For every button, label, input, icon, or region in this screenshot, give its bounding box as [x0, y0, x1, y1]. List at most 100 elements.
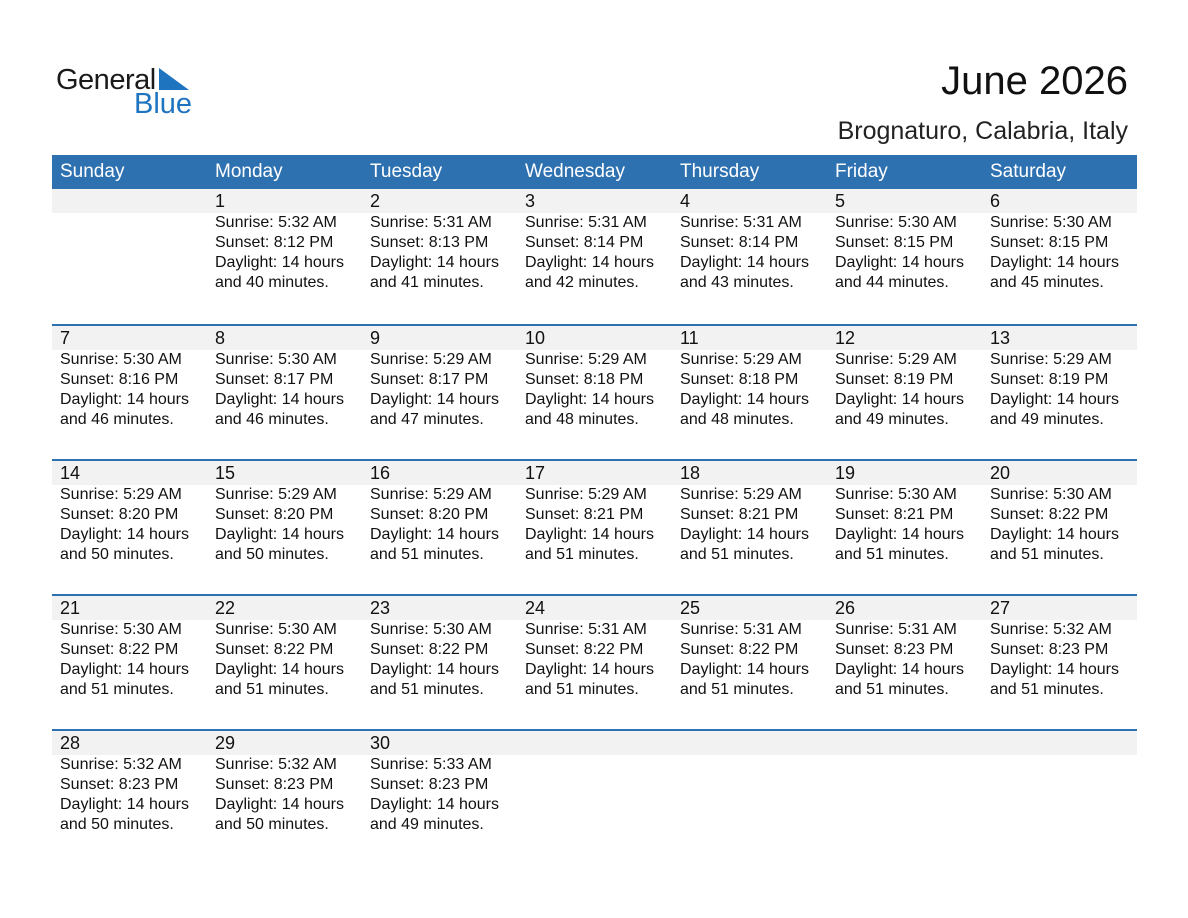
- weekday-friday: Friday: [835, 161, 888, 182]
- sunrise-text: Sunrise: 5:30 AM: [990, 486, 1112, 503]
- sunset-text: Sunset: 8:22 PM: [680, 641, 799, 658]
- date-band: [52, 189, 1137, 213]
- minutes-text: and 51 minutes.: [990, 546, 1104, 563]
- minutes-text: and 49 minutes.: [990, 411, 1104, 428]
- sunset-text: Sunset: 8:17 PM: [215, 371, 334, 388]
- day-cell: 4 Sunrise: 5:31 AM Sunset: 8:14 PM Daylight…: [672, 189, 827, 293]
- daylight-text: Daylight: 14 hours: [990, 661, 1119, 678]
- sunrise-text: Sunrise: 5:31 AM: [525, 621, 647, 638]
- day-cell: 5 Sunrise: 5:30 AM Sunset: 8:15 PM Daylight…: [827, 189, 982, 293]
- sunset-text: Sunset: 8:13 PM: [370, 234, 489, 251]
- sunrise-text: Sunrise: 5:29 AM: [680, 351, 802, 368]
- empty-cell: [982, 731, 1137, 835]
- minutes-text: and 49 minutes.: [835, 411, 949, 428]
- sunset-text: Sunset: 8:23 PM: [215, 776, 334, 793]
- day-cell: 29 Sunrise: 5:32 AM Sunset: 8:23 PM Dayligh…: [207, 731, 362, 835]
- daylight-text: Daylight: 14 hours: [370, 661, 499, 678]
- day-cell: 9 Sunrise: 5:29 AM Sunset: 8:17 PM Daylight…: [362, 326, 517, 430]
- day-cell: 11 Sunrise: 5:29 AM Sunset: 8:18 PM Dayligh…: [672, 326, 827, 430]
- minutes-text: and 48 minutes.: [525, 411, 639, 428]
- minutes-text: and 50 minutes.: [215, 816, 329, 833]
- day-number: 14: [60, 463, 81, 483]
- day-number: 27: [990, 598, 1011, 618]
- minutes-text: and 51 minutes.: [680, 681, 794, 698]
- day-number: 18: [680, 463, 701, 483]
- sunset-text: Sunset: 8:20 PM: [215, 506, 334, 523]
- minutes-text: and 51 minutes.: [370, 546, 484, 563]
- logo-text-general: General: [56, 64, 156, 96]
- sunset-text: Sunset: 8:23 PM: [990, 641, 1109, 658]
- sunset-text: Sunset: 8:15 PM: [835, 234, 954, 251]
- sunset-text: Sunset: 8:12 PM: [215, 234, 334, 251]
- sunset-text: Sunset: 8:22 PM: [370, 641, 489, 658]
- date-band: [52, 731, 1137, 755]
- minutes-text: and 50 minutes.: [60, 546, 174, 563]
- sunset-text: Sunset: 8:20 PM: [370, 506, 489, 523]
- sunrise-text: Sunrise: 5:29 AM: [60, 486, 182, 503]
- sunrise-text: Sunrise: 5:32 AM: [60, 756, 182, 773]
- daylight-text: Daylight: 14 hours: [990, 391, 1119, 408]
- day-number: 19: [835, 463, 856, 483]
- daylight-text: Daylight: 14 hours: [835, 526, 964, 543]
- sunset-text: Sunset: 8:23 PM: [835, 641, 954, 658]
- sunrise-text: Sunrise: 5:32 AM: [215, 214, 337, 231]
- sunrise-text: Sunrise: 5:29 AM: [525, 486, 647, 503]
- minutes-text: and 51 minutes.: [835, 681, 949, 698]
- weekday-wednesday: Wednesday: [525, 161, 625, 182]
- empty-cell: [517, 731, 672, 835]
- day-number: 4: [680, 191, 691, 211]
- day-cell: 18 Sunrise: 5:29 AM Sunset: 8:21 PM Dayligh…: [672, 461, 827, 565]
- day-cell: 19 Sunrise: 5:30 AM Sunset: 8:21 PM Dayligh…: [827, 461, 982, 565]
- day-number: 15: [215, 463, 236, 483]
- weekday-monday: Monday: [215, 161, 283, 182]
- daylight-text: Daylight: 14 hours: [370, 526, 499, 543]
- empty-cell: [672, 731, 827, 835]
- day-number: 2: [370, 191, 381, 211]
- minutes-text: and 41 minutes.: [370, 274, 484, 291]
- sunset-text: Sunset: 8:22 PM: [60, 641, 179, 658]
- sunrise-text: Sunrise: 5:30 AM: [60, 351, 182, 368]
- date-band: [52, 596, 1137, 620]
- minutes-text: and 45 minutes.: [990, 274, 1104, 291]
- day-number: 21: [60, 598, 81, 618]
- day-number: 11: [680, 328, 699, 348]
- sunrise-text: Sunrise: 5:29 AM: [370, 486, 492, 503]
- day-number: 28: [60, 733, 81, 753]
- sunrise-text: Sunrise: 5:30 AM: [990, 214, 1112, 231]
- daylight-text: Daylight: 14 hours: [60, 391, 189, 408]
- empty-cell: [827, 731, 982, 835]
- day-number: 20: [990, 463, 1011, 483]
- minutes-text: and 46 minutes.: [60, 411, 174, 428]
- sunrise-text: Sunrise: 5:30 AM: [215, 351, 337, 368]
- day-number: 23: [370, 598, 391, 618]
- day-cell: 27 Sunrise: 5:32 AM Sunset: 8:23 PM Dayligh…: [982, 596, 1137, 700]
- sunrise-text: Sunrise: 5:30 AM: [835, 486, 957, 503]
- sunrise-text: Sunrise: 5:32 AM: [990, 621, 1112, 638]
- day-number: 8: [215, 328, 226, 348]
- day-number: 30: [370, 733, 391, 753]
- sunset-text: Sunset: 8:23 PM: [370, 776, 489, 793]
- daylight-text: Daylight: 14 hours: [215, 526, 344, 543]
- day-number: 7: [60, 328, 71, 348]
- day-number: 26: [835, 598, 856, 618]
- date-band: [52, 326, 1137, 350]
- logo-text-blue: Blue: [134, 88, 193, 120]
- day-cell: 28 Sunrise: 5:32 AM Sunset: 8:23 PM Dayligh…: [52, 731, 207, 835]
- day-number: 13: [990, 328, 1011, 348]
- day-number: 10: [525, 328, 546, 348]
- day-number: 17: [525, 463, 546, 483]
- minutes-text: and 51 minutes.: [215, 681, 329, 698]
- page-title: June 2026: [941, 59, 1128, 103]
- day-number: 9: [370, 328, 381, 348]
- day-cell: 8 Sunrise: 5:30 AM Sunset: 8:17 PM Daylight…: [207, 326, 362, 430]
- minutes-text: and 50 minutes.: [215, 546, 329, 563]
- sunrise-text: Sunrise: 5:29 AM: [215, 486, 337, 503]
- sunset-text: Sunset: 8:18 PM: [525, 371, 644, 388]
- day-number: 12: [835, 328, 856, 348]
- minutes-text: and 46 minutes.: [215, 411, 329, 428]
- sunset-text: Sunset: 8:23 PM: [60, 776, 179, 793]
- day-cell: 25 Sunrise: 5:31 AM Sunset: 8:22 PM Dayligh…: [672, 596, 827, 700]
- minutes-text: and 48 minutes.: [680, 411, 794, 428]
- day-cell: 17 Sunrise: 5:29 AM Sunset: 8:21 PM Dayligh…: [517, 461, 672, 565]
- daylight-text: Daylight: 14 hours: [215, 391, 344, 408]
